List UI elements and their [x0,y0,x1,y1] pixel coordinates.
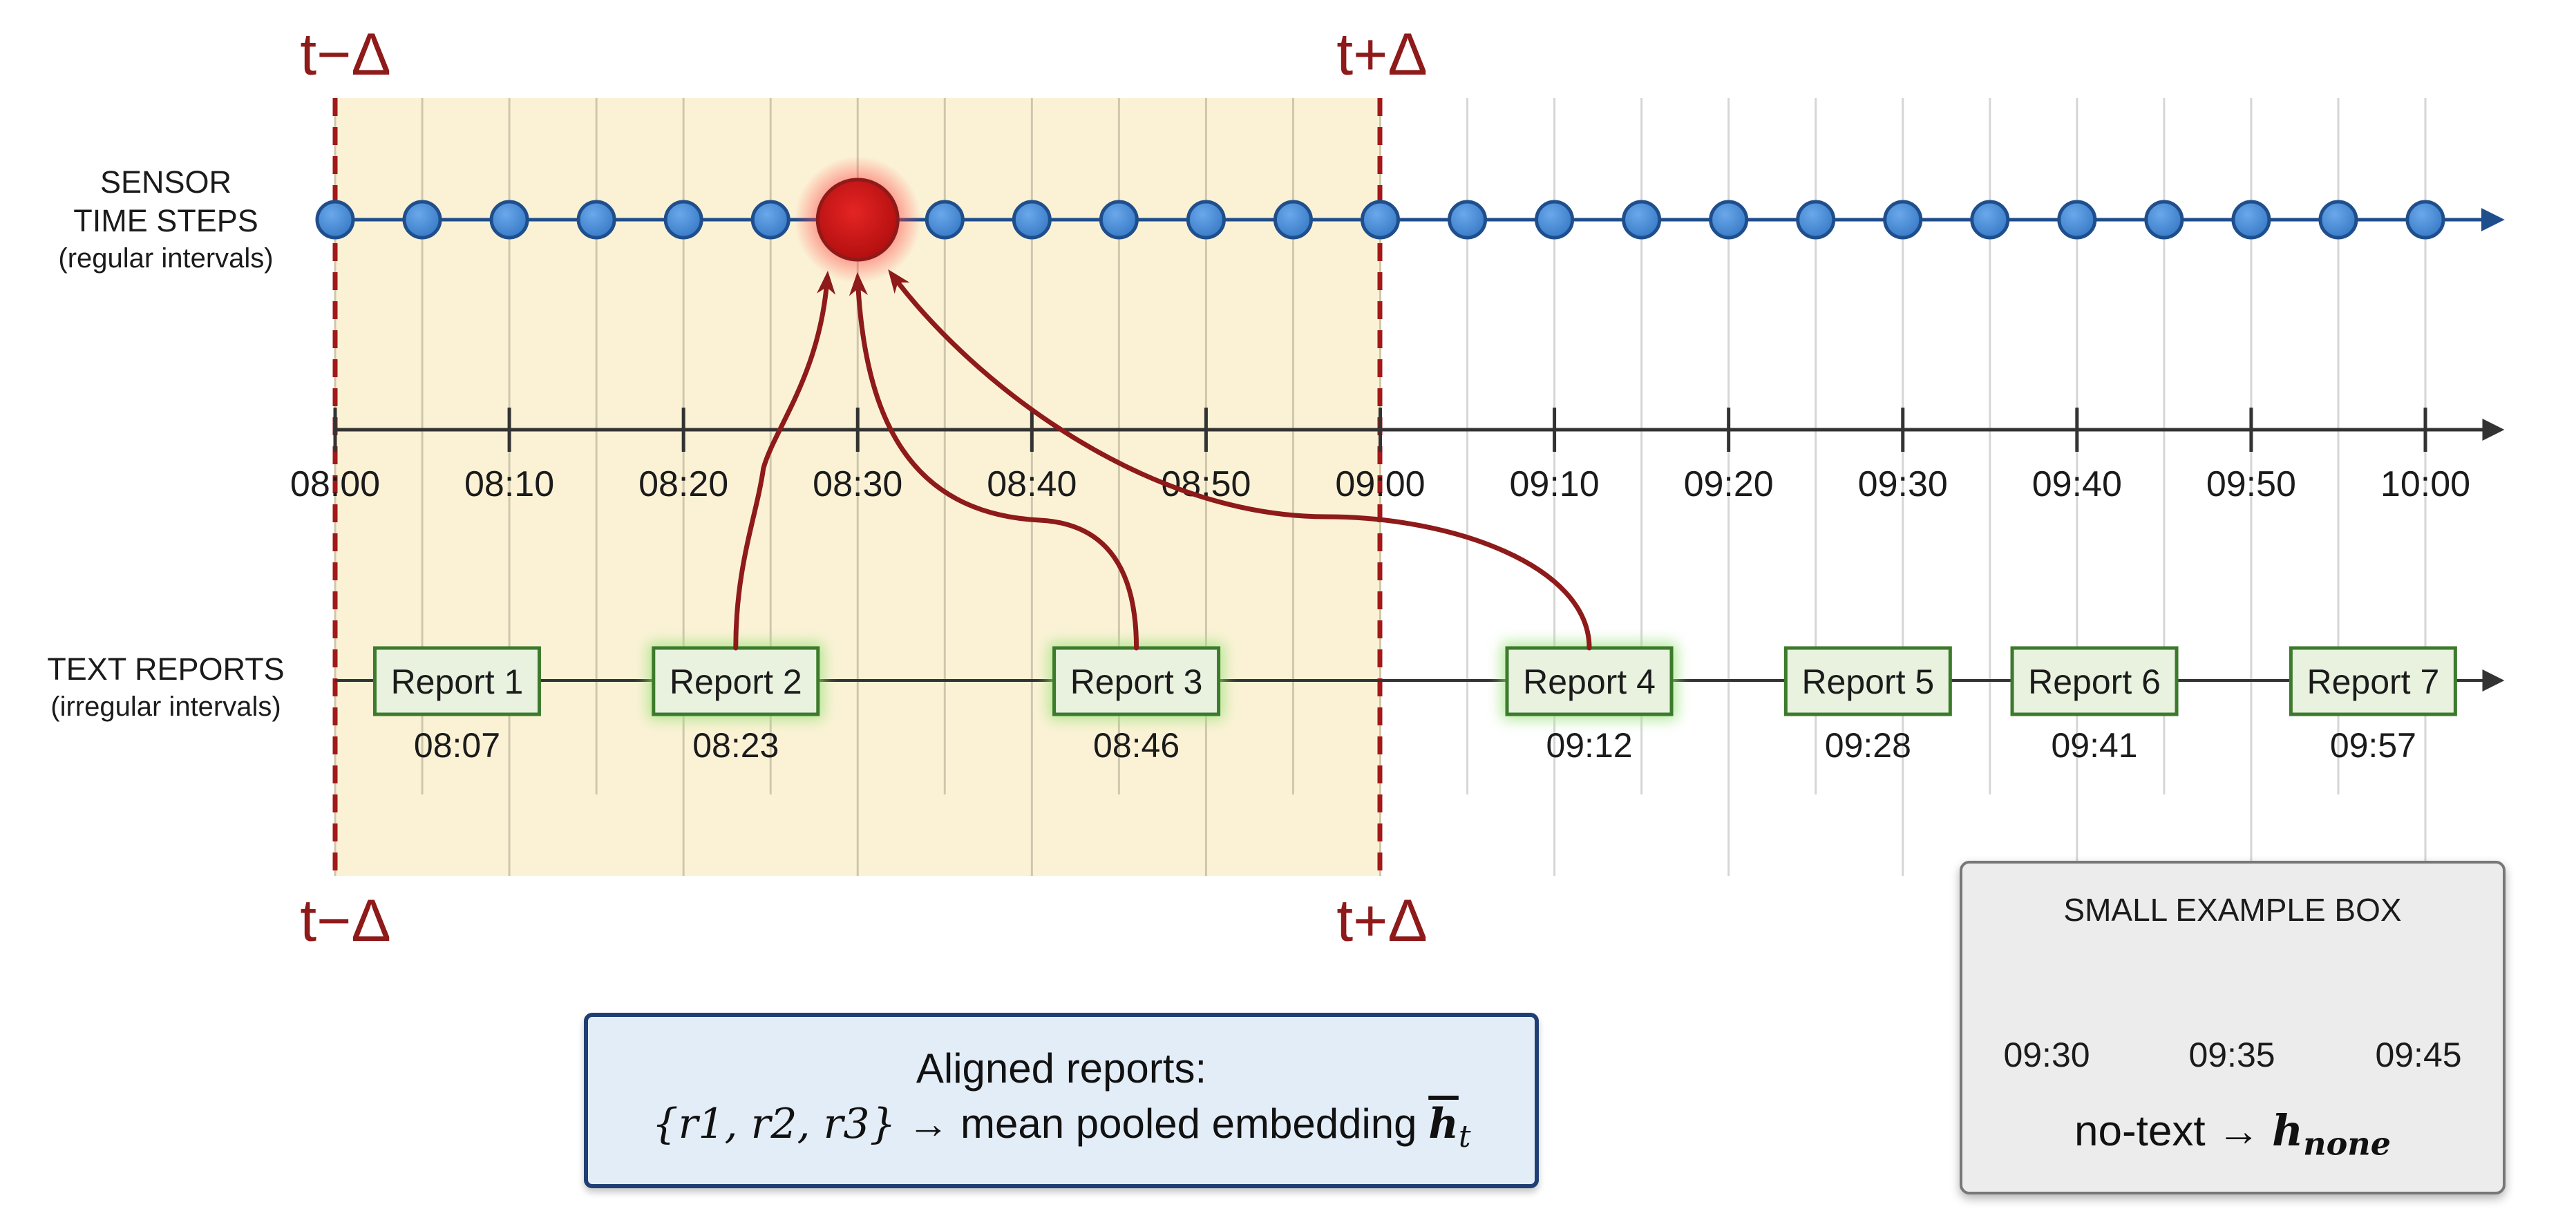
h-none-subscript: none [2303,1125,2391,1163]
sensor-dot [576,200,616,240]
reports-row-label: TEXT REPORTS (irregular intervals) [21,650,311,725]
aligned-box-heading: Aligned reports: [916,1045,1207,1092]
sensor-dot [1273,200,1313,240]
report-label: Report 7 [2307,663,2439,701]
example-tick-label-3: 09:45 [2375,1036,2462,1074]
report-box [372,646,541,716]
report-time: 08:46 [1093,726,1180,765]
example-box-title: SMALL EXAMPLE BOX [2063,892,2402,928]
aligned-set: {r1, r2, r3} [652,1100,896,1148]
time-tick-label: 09:10 [1510,464,1600,504]
sensor-dot [1448,200,1488,240]
sensor-dot [1796,200,1836,240]
aligned-reports-box: Aligned reports: {r1, r2, r3} → mean poo… [584,1013,1539,1188]
time-tick-label: 09:30 [1858,464,1948,504]
sensor-dot [2057,200,2097,240]
alignment-arrow [888,269,1592,651]
time-tick-label: 09:40 [2032,464,2122,504]
sensor-row-title-1: SENSOR [100,164,232,200]
sensor-dot [2405,200,2445,240]
alignment-arrow [849,271,1139,651]
time-tick-label: 09:00 [1335,464,1425,504]
h-none-symbol: h [2272,1105,2304,1156]
reports-row-title: TEXT REPORTS [47,651,285,687]
sensor-dot [925,200,965,240]
time-tick-label: 09:50 [2206,464,2296,504]
report-label: Report 3 [1070,663,1203,701]
sensor-dot [663,200,703,240]
report-box [2010,646,2179,716]
report-time: 09:12 [1546,726,1632,765]
sensor-dot [1099,200,1139,240]
time-tick-label: 08:40 [987,464,1077,504]
sensor-row-label: SENSOR TIME STEPS (regular intervals) [28,163,304,276]
report-label: Report 6 [2028,663,2161,701]
aligned-arrow: → [907,1101,949,1147]
window-label-right-bottom: t+Δ [1336,888,1428,954]
sensor-dot [1012,200,1052,240]
window-label-left-bottom: t−Δ [300,888,391,954]
report-box [2289,646,2457,716]
sensor-dot [1970,200,2010,240]
sensor-dot [1622,200,1662,240]
sensor-dot [2231,200,2271,240]
sensor-dot [1535,200,1575,240]
sensor-row-subtitle: (regular intervals) [58,243,274,274]
report-box [652,646,820,716]
time-tick-label: 09:20 [1684,464,1774,504]
sensor-dot [1186,200,1226,240]
report-box [1052,646,1221,716]
sensor-dot [2144,200,2184,240]
small-example-box: SMALL EXAMPLE BOX 09:30 09:35 09:45 no-t… [1960,861,2506,1194]
report-time: 08:23 [692,726,779,765]
sensor-dot [402,200,442,240]
highlighted-sensor-dot [815,178,900,262]
aligned-box-formula: {r1, r2, r3} → mean pooled embedding ht [588,1094,1535,1167]
example-no-text: no-text [2074,1107,2206,1155]
aligned-mean-text: mean pooled embedding [960,1101,1417,1147]
alignment-arrow [733,270,836,651]
sensor-dots [315,156,2445,283]
report-label: Report 5 [1801,663,1934,701]
report-time: 08:07 [414,726,500,765]
h-bar-symbol: h [1428,1100,1459,1148]
time-tick-label: 08:00 [290,464,380,504]
report-label: Report 4 [1523,663,1656,701]
example-arrow: → [2217,1107,2260,1155]
sensor-dot [1883,200,1923,240]
window-label-right-top: t+Δ [1336,21,1428,88]
sensor-dot [750,200,790,240]
sensor-dot [1709,200,1749,240]
time-tick-label: 08:20 [638,464,728,504]
h-bar-letter: h [1428,1100,1459,1148]
example-tick-label-1: 09:30 [2003,1036,2090,1074]
time-tick-label: 08:10 [464,464,554,504]
reports-row-subtitle: (irregular intervals) [50,692,281,722]
sensor-dot [1361,200,1400,240]
sensor-dot [315,200,355,240]
report-boxes: Report 1 08:07 Report 2 08:23 Report 3 08:46 R… [372,642,2457,765]
alignment-arrows [733,269,1592,651]
report-label: Report 1 [391,663,524,701]
report-time: 09:41 [2051,726,2137,765]
sensor-dot [2318,200,2358,240]
sensor-dot [489,200,529,240]
sensor-row-title-2: TIME STEPS [73,203,258,238]
h-bar-subscript: t [1458,1119,1471,1154]
report-time: 09:28 [1825,726,1911,765]
time-tick-label: 08:30 [813,464,902,504]
example-formula: no-text → hnone [1962,1105,2503,1162]
example-tick-label-2: 09:35 [2188,1036,2275,1074]
report-time: 09:57 [2330,726,2416,765]
time-tick-label: 10:00 [2380,464,2470,504]
window-label-left-top: t−Δ [300,21,391,88]
report-box [1783,646,1952,716]
report-label: Report 2 [670,663,802,701]
